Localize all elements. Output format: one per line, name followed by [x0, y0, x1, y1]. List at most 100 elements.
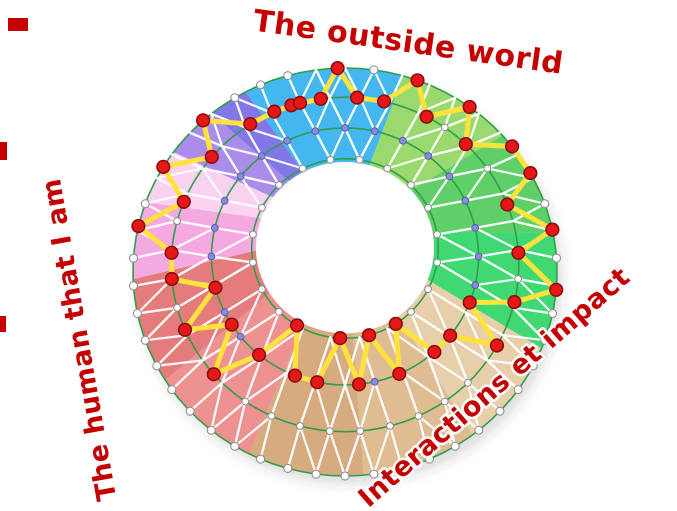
node — [471, 281, 480, 290]
sector-tan-dark — [248, 324, 364, 476]
node — [340, 471, 350, 481]
node — [220, 308, 229, 317]
node — [152, 361, 162, 371]
node — [471, 224, 480, 232]
node — [220, 196, 229, 205]
red-node — [330, 60, 345, 76]
node — [230, 441, 240, 451]
red-node — [204, 149, 219, 164]
node — [236, 172, 245, 181]
red-node — [313, 91, 328, 106]
red-node — [351, 377, 367, 392]
node — [173, 303, 182, 312]
red-node — [243, 116, 258, 132]
red-node — [462, 295, 477, 310]
label-outside-world: The outside world — [251, 4, 566, 82]
ring-nodes — [129, 65, 561, 481]
node — [256, 454, 265, 464]
red-node — [504, 139, 520, 154]
node — [129, 281, 138, 291]
node — [461, 196, 470, 205]
node — [407, 308, 415, 316]
red-node — [392, 366, 407, 382]
red-node — [500, 197, 515, 212]
red-node — [443, 328, 458, 343]
red-node — [164, 271, 179, 287]
red-node — [507, 295, 522, 310]
node — [433, 230, 442, 239]
node — [424, 203, 433, 212]
edge-mark — [0, 316, 6, 332]
node — [230, 93, 240, 103]
node — [283, 136, 292, 145]
node — [341, 124, 349, 132]
node — [267, 412, 276, 420]
node — [399, 136, 407, 145]
red-node — [362, 328, 377, 343]
node — [464, 378, 472, 387]
node — [407, 181, 415, 189]
node — [369, 469, 379, 479]
ring-outline-1 — [170, 96, 520, 433]
red-node — [287, 368, 303, 383]
node — [258, 285, 266, 294]
red-node — [489, 338, 505, 353]
node — [258, 203, 266, 212]
node — [275, 308, 283, 316]
red-node — [177, 322, 193, 337]
node — [296, 422, 304, 430]
node — [386, 422, 394, 430]
node — [445, 172, 454, 181]
node — [424, 285, 433, 294]
node — [132, 309, 142, 318]
node — [548, 309, 558, 318]
red-node — [388, 316, 403, 331]
red-node — [427, 344, 442, 360]
node — [528, 361, 538, 371]
node — [283, 71, 293, 81]
sector-green-light — [369, 75, 503, 191]
node — [326, 155, 335, 164]
red-node — [377, 94, 392, 109]
red-node — [131, 219, 146, 234]
node — [440, 397, 449, 406]
red-node — [458, 137, 473, 152]
node — [236, 332, 245, 341]
node — [140, 335, 150, 345]
node — [552, 253, 561, 263]
node — [483, 164, 492, 173]
node — [540, 335, 550, 345]
node — [129, 253, 138, 263]
node — [140, 199, 150, 209]
node — [249, 258, 257, 267]
node — [325, 427, 334, 436]
node — [356, 427, 365, 436]
red-node — [267, 104, 282, 119]
node — [440, 123, 449, 132]
label-human-that-i-am: The human that I am — [36, 176, 123, 503]
red-node — [208, 280, 223, 295]
red-node — [410, 73, 425, 88]
node — [450, 441, 460, 451]
red-node — [419, 109, 434, 124]
node — [397, 463, 407, 473]
node — [369, 65, 379, 75]
wheel-group — [0, 18, 564, 484]
node — [241, 397, 250, 406]
node — [275, 181, 283, 189]
edge-mark — [0, 142, 7, 160]
edge-marks — [0, 18, 28, 332]
node — [207, 252, 216, 261]
red-node — [196, 113, 211, 128]
red-node — [156, 159, 171, 174]
node — [370, 127, 379, 136]
red-node — [511, 245, 526, 260]
node — [249, 230, 257, 239]
red-node — [206, 367, 221, 382]
node — [206, 425, 216, 435]
edge-mark — [8, 18, 28, 31]
red-node — [350, 90, 365, 105]
node — [210, 224, 219, 232]
